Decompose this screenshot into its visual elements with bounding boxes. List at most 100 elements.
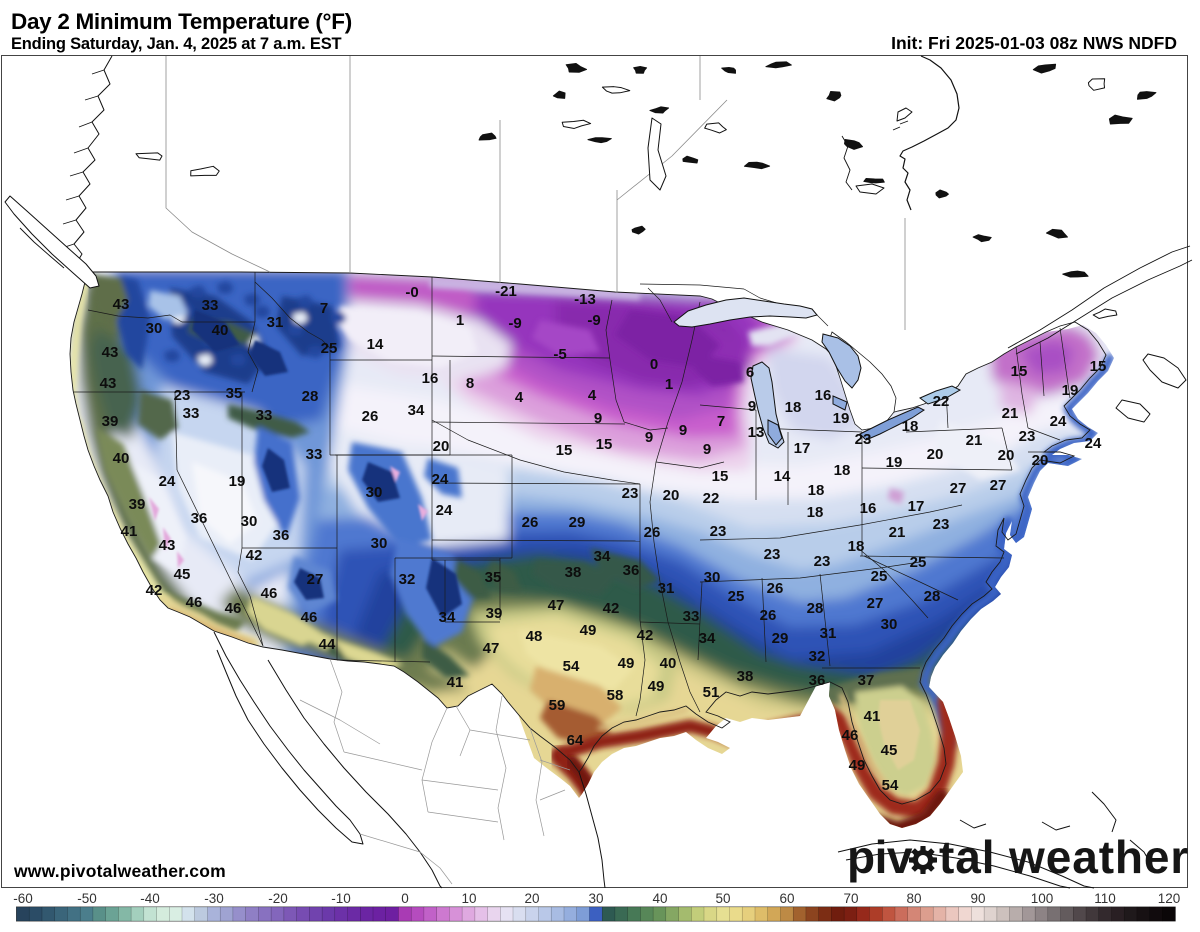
svg-text:31: 31 — [658, 580, 675, 597]
svg-text:0: 0 — [401, 891, 409, 906]
svg-text:24: 24 — [159, 473, 176, 490]
svg-text:58: 58 — [607, 687, 624, 704]
svg-text:piv: piv — [847, 831, 913, 883]
svg-text:6: 6 — [746, 364, 754, 381]
svg-text:36: 36 — [273, 527, 290, 544]
svg-text:19: 19 — [886, 454, 903, 471]
svg-text:32: 32 — [809, 648, 826, 665]
svg-text:19: 19 — [1062, 382, 1079, 399]
svg-text:14: 14 — [367, 336, 384, 353]
svg-text:tal weather: tal weather — [939, 831, 1189, 883]
svg-text:47: 47 — [483, 640, 500, 657]
svg-text:110: 110 — [1094, 891, 1116, 906]
svg-text:4: 4 — [588, 387, 597, 404]
svg-text:20: 20 — [524, 891, 539, 906]
svg-text:9: 9 — [748, 398, 756, 415]
svg-text:30: 30 — [366, 484, 383, 501]
svg-text:60: 60 — [779, 891, 794, 906]
svg-text:27: 27 — [990, 477, 1007, 494]
svg-text:45: 45 — [174, 566, 191, 583]
svg-text:7: 7 — [717, 413, 725, 430]
svg-text:18: 18 — [785, 399, 802, 416]
svg-text:54: 54 — [563, 658, 580, 675]
svg-text:9: 9 — [594, 410, 602, 427]
svg-text:-0: -0 — [405, 284, 418, 301]
svg-text:28: 28 — [302, 388, 319, 405]
svg-text:35: 35 — [226, 385, 243, 402]
svg-text:23: 23 — [174, 387, 191, 404]
svg-text:32: 32 — [399, 571, 416, 588]
svg-text:13: 13 — [748, 424, 765, 441]
svg-text:80: 80 — [906, 891, 921, 906]
svg-text:39: 39 — [486, 605, 503, 622]
svg-text:21: 21 — [889, 524, 906, 541]
svg-text:46: 46 — [186, 594, 203, 611]
svg-text:33: 33 — [683, 608, 700, 625]
svg-text:43: 43 — [159, 537, 176, 554]
svg-text:29: 29 — [569, 514, 586, 531]
svg-text:38: 38 — [737, 668, 754, 685]
svg-text:-30: -30 — [204, 891, 224, 906]
svg-text:36: 36 — [623, 562, 640, 579]
svg-text:31: 31 — [820, 625, 837, 642]
svg-text:31: 31 — [267, 314, 284, 331]
svg-text:-21: -21 — [495, 283, 517, 300]
svg-text:8: 8 — [466, 375, 474, 392]
svg-text:42: 42 — [246, 547, 263, 564]
svg-text:40: 40 — [652, 891, 667, 906]
svg-text:33: 33 — [306, 446, 323, 463]
svg-text:22: 22 — [933, 393, 950, 410]
svg-text:25: 25 — [728, 588, 745, 605]
svg-text:19: 19 — [833, 410, 850, 427]
svg-text:27: 27 — [950, 480, 967, 497]
svg-text:14: 14 — [774, 468, 791, 485]
svg-text:25: 25 — [910, 554, 927, 571]
svg-text:-9: -9 — [508, 315, 521, 332]
svg-text:34: 34 — [439, 609, 456, 626]
svg-text:46: 46 — [842, 727, 859, 744]
svg-text:43: 43 — [113, 296, 130, 313]
svg-text:20: 20 — [1032, 452, 1049, 469]
svg-text:15: 15 — [712, 468, 729, 485]
svg-text:42: 42 — [603, 600, 620, 617]
svg-text:33: 33 — [202, 297, 219, 314]
svg-text:26: 26 — [522, 514, 539, 531]
svg-text:41: 41 — [864, 708, 881, 725]
svg-text:15: 15 — [596, 436, 613, 453]
svg-text:20: 20 — [433, 438, 450, 455]
svg-text:-50: -50 — [77, 891, 97, 906]
svg-text:34: 34 — [699, 630, 716, 647]
svg-text:37: 37 — [858, 672, 875, 689]
svg-text:9: 9 — [703, 441, 711, 458]
svg-text:40: 40 — [113, 450, 130, 467]
svg-text:26: 26 — [644, 524, 661, 541]
svg-text:54: 54 — [882, 777, 899, 794]
svg-text:24: 24 — [1085, 435, 1102, 452]
svg-text:24: 24 — [432, 471, 449, 488]
svg-text:27: 27 — [307, 571, 324, 588]
svg-text:30: 30 — [241, 513, 258, 530]
svg-text:23: 23 — [855, 431, 872, 448]
svg-text:9: 9 — [679, 422, 687, 439]
svg-text:46: 46 — [225, 600, 242, 617]
svg-text:21: 21 — [966, 432, 983, 449]
svg-text:19: 19 — [229, 473, 246, 490]
svg-text:49: 49 — [618, 655, 635, 672]
svg-text:25: 25 — [871, 568, 888, 585]
svg-text:0: 0 — [650, 356, 658, 373]
svg-text:120: 120 — [1158, 891, 1181, 906]
svg-text:48: 48 — [526, 628, 543, 645]
svg-text:42: 42 — [146, 582, 163, 599]
svg-text:64: 64 — [567, 732, 584, 749]
svg-text:16: 16 — [860, 500, 877, 517]
svg-text:18: 18 — [848, 538, 865, 555]
svg-text:-40: -40 — [140, 891, 160, 906]
svg-text:18: 18 — [807, 504, 824, 521]
svg-text:9: 9 — [645, 429, 653, 446]
svg-text:42: 42 — [637, 627, 654, 644]
svg-text:36: 36 — [809, 672, 826, 689]
svg-text:59: 59 — [549, 697, 566, 714]
svg-text:34: 34 — [408, 402, 425, 419]
svg-text:46: 46 — [261, 585, 278, 602]
svg-text:21: 21 — [1002, 405, 1019, 422]
